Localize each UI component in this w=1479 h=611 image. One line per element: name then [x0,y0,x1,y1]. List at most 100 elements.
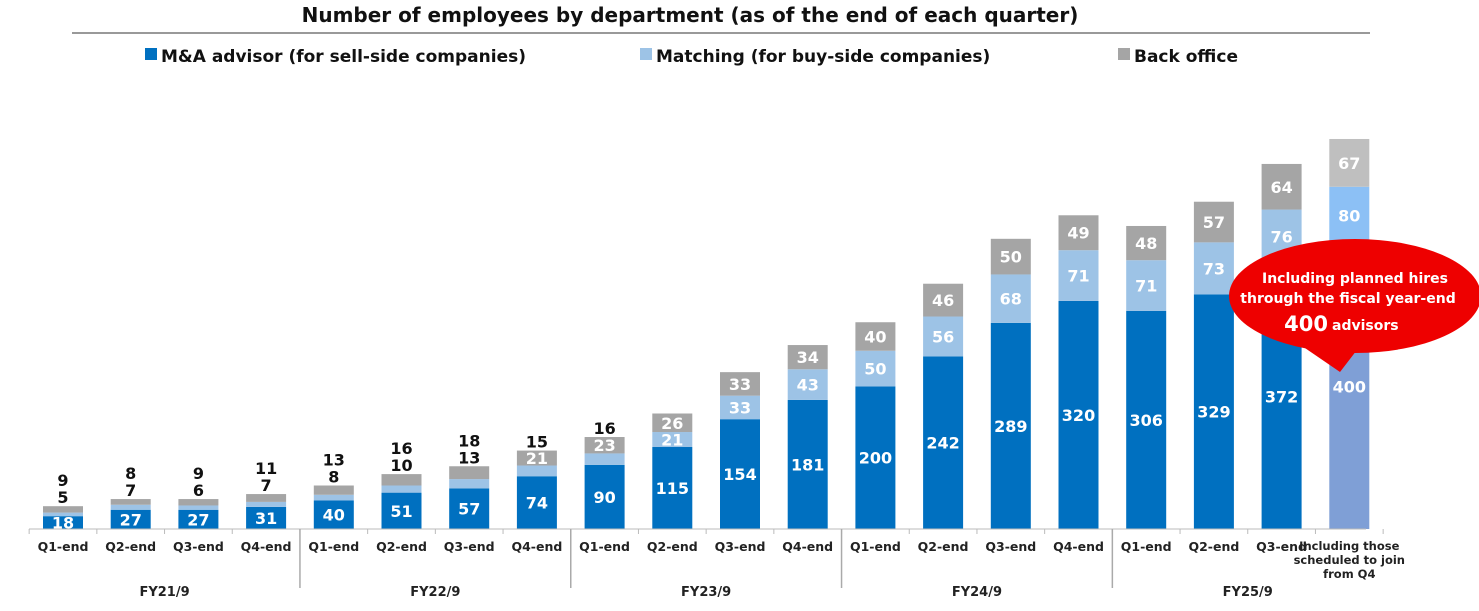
data-label: 64 [1270,178,1292,197]
bar-segment [381,485,422,493]
bars: 1859277827693171140813511016571318741521… [43,138,1370,533]
data-label: 11 [255,459,277,478]
data-label: 15 [526,433,548,452]
data-label: 51 [390,502,412,521]
bar-segment [246,494,287,502]
data-label: 18 [52,514,74,533]
callout-line2: through the fiscal year-end [1240,291,1455,307]
legend-swatch [145,48,157,60]
data-label: 7 [125,481,136,500]
data-label: 9 [193,464,204,483]
bar-segment [110,504,151,510]
legend-label: M&A advisor (for sell-side companies) [161,47,526,67]
bar-segment [584,453,625,465]
data-label: 71 [1135,277,1157,296]
callout-unit: advisors [1332,318,1399,334]
legend-label: Back office [1134,47,1238,67]
data-label: 13 [323,451,345,470]
x-tick-label: Q3-end [173,539,224,554]
x-tick-label: scheduled to join [1294,553,1405,567]
callout-bubble [1229,239,1479,353]
callout-number: 400 [1284,312,1328,336]
bar-segment [178,499,219,506]
bar-segment [855,322,896,351]
bar-stack: 40 813 [313,451,354,529]
x-tick-label: Q1-end [850,539,901,554]
bar-stack: 372 76 64 [1261,163,1302,529]
bar-segment [516,450,557,466]
bar-segment [652,432,693,448]
x-tick-label: Including those [1299,539,1399,553]
data-label: 154 [723,465,756,484]
bar-stack: 242 56 46 [923,283,964,529]
data-label: 27 [187,510,209,529]
legend-swatch [1118,48,1130,60]
x-axis: Q1-end Q2-end Q3-end Q4-end Q1-end Q2-end Q3-e… [28,528,1405,600]
data-label: 21 [661,431,683,450]
group-label: FY21/9 [139,585,189,600]
data-label: 329 [1197,403,1230,422]
data-label: 242 [926,434,959,453]
bar-segment [1193,201,1234,243]
data-label: 33 [729,375,751,394]
bar-segment [584,464,625,529]
bar-segment [652,413,693,433]
bar-stack: 27 78 [110,464,151,529]
data-label: 16 [390,439,412,458]
x-tick-label: Q3-end [715,539,766,554]
bar-segment [990,238,1031,275]
data-label: 9 [57,471,68,490]
bar-segment [246,506,287,529]
legend-swatch [640,48,652,60]
bar-segment [381,474,422,486]
bar-segment [449,479,490,489]
bar-segment [787,345,828,370]
x-tick-label: Q3-end [444,539,495,554]
callout-line1: Including planned hires [1262,271,1448,287]
data-label: 49 [1067,224,1089,243]
bar-segment [1329,138,1370,187]
data-label: 74 [526,494,548,513]
x-tick-label: Q1-end [308,539,359,554]
data-label: 71 [1067,267,1089,286]
bar-segment [381,492,422,529]
data-label: 56 [932,327,954,346]
data-label: 21 [526,449,548,468]
bar-stack: 27 69 [178,464,219,529]
data-label: 306 [1129,411,1162,430]
data-label: 31 [255,509,277,528]
x-tick-label: Q4-end [782,539,833,554]
data-label: 27 [120,510,142,529]
bar-segment [923,356,964,529]
data-label: 26 [661,414,683,433]
bar-segment [787,399,828,529]
data-label: 57 [458,500,480,519]
bar-segment [1126,260,1167,311]
bar-segment [1126,310,1167,529]
data-label: 8 [125,464,136,483]
data-label: 40 [864,327,886,346]
bar-segment [43,512,83,517]
data-label: 57 [1203,213,1225,232]
data-label: 200 [859,449,892,468]
legend-label: Matching (for buy-side companies) [656,47,990,67]
chart-title: Number of employees by department (as of… [302,3,1079,27]
bar-stack: 306 71 48 [1126,225,1167,529]
data-label: 13 [458,448,480,467]
x-tick-label: Q2-end [105,539,156,554]
data-label: 48 [1135,234,1157,253]
group-label: FY23/9 [681,585,731,600]
bar-segment [720,372,760,396]
bar-segment [449,488,490,529]
group-label: FY22/9 [410,585,460,600]
data-label: 5 [57,488,68,507]
data-label: 6 [193,481,204,500]
data-label: 90 [593,488,615,507]
data-label: 67 [1338,154,1360,173]
bar-segment [990,322,1031,529]
